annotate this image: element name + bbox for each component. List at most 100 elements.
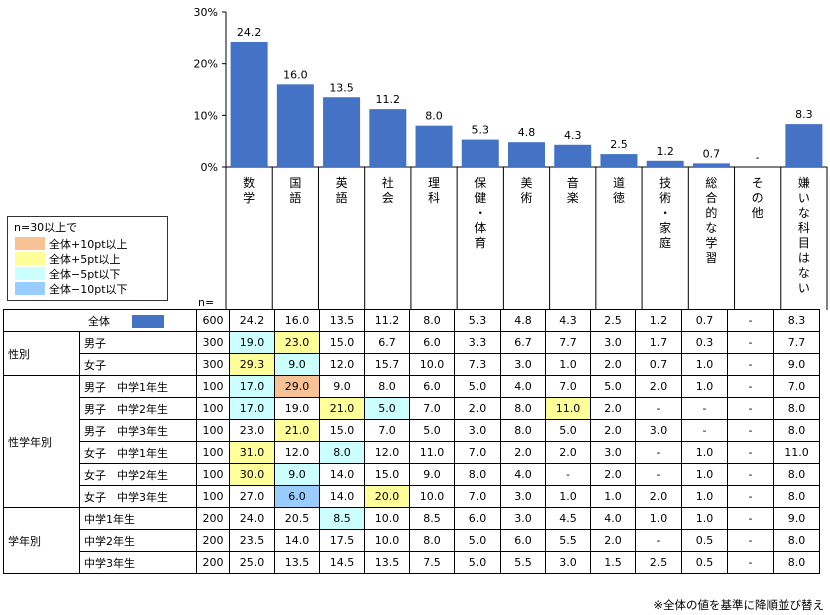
n-cell: 600 (196, 309, 230, 332)
table-cell: 8.0 (409, 529, 455, 552)
table-cell: 4.0 (500, 375, 546, 398)
table-cell: 24.2 (229, 309, 275, 332)
table-cell: 3.0 (635, 419, 682, 442)
row-label: 女子 (79, 353, 197, 376)
table-cell: 2.5 (635, 551, 682, 574)
table-row: 男子 中学3年生 100 23.0 21.0 15.0 7.0 5.0 3.0 8.0 5.0 2.… (4, 419, 820, 442)
table-cell: 16.0 (274, 309, 320, 332)
table-cell: 15.0 (319, 331, 365, 354)
table-cell: 11.0 (545, 397, 591, 420)
table-row: 学年別 中学1年生 200 24.0 20.5 8.5 10.0 8.5 6.0 3.0 4.5 4.… (3, 507, 820, 574)
table-cell: - (727, 463, 774, 486)
data-label: 11.2 (376, 93, 401, 106)
row-label: 男子 (79, 331, 197, 354)
category-label: その他 (752, 176, 764, 220)
table-cell: 5.0 (409, 419, 455, 442)
table-cell: 1.0 (545, 485, 591, 508)
table-cell: - (727, 397, 774, 420)
table-cell: 0.5 (681, 551, 728, 574)
table-cell: 1.2 (635, 309, 682, 332)
row-label: 全体 (3, 309, 197, 332)
table-row: 中学2年生 200 23.5 14.0 17.5 10.0 8.0 5.0 6.0 5.5 2.0-… (4, 529, 820, 552)
table-row: 女子 中学1年生 100 31.0 12.0 8.0 12.0 11.0 7.0 2.0 2.0 3… (4, 441, 820, 464)
legend: n=30以上で 全体+10pt以上 全体+5pt以上 全体−5pt以下 全体−1… (7, 216, 168, 301)
table-cell: 8.0 (773, 419, 820, 442)
table-cell: 2.5 (590, 309, 636, 332)
table-cell: 6.0 (409, 331, 455, 354)
table-cell: 8.0 (773, 485, 820, 508)
data-label: 1.2 (656, 145, 674, 158)
table-cell: 7.0 (545, 375, 591, 398)
table-cell: 7.0 (409, 397, 455, 420)
table-cell: 8.0 (500, 397, 546, 420)
table-cell: 5.0 (454, 375, 501, 398)
table-cell: 1.0 (681, 375, 728, 398)
data-label: 4.3 (564, 129, 582, 142)
row-label: 女子 中学1年生 (79, 441, 197, 464)
table-cell: 5.5 (545, 529, 591, 552)
table-cell: 3.0 (590, 441, 636, 464)
table-cell: 1.0 (635, 507, 682, 530)
table-cell: 4.3 (545, 309, 591, 332)
table-cell: - (635, 529, 682, 552)
table-cell: 8.0 (409, 309, 455, 332)
table-cell: - (545, 463, 591, 486)
table-cell: 5.0 (545, 419, 591, 442)
table-cell: 6.7 (364, 331, 410, 354)
category-label: 道徳 (613, 176, 625, 205)
table-cell: - (727, 441, 774, 464)
table-cell: 4.0 (590, 507, 636, 530)
table-cell: 8.0 (773, 529, 820, 552)
legend-label: 全体−10pt以下 (49, 283, 128, 296)
table-row: 女子 中学3年生 100 27.0 6.0 14.0 20.0 10.0 7.0 3.0 1.0 1… (4, 485, 820, 508)
row-label: 女子 中学2年生 (79, 463, 197, 486)
group-label: 性学年別 (3, 375, 80, 508)
table-cell: 9.0 (773, 353, 820, 376)
table-cell: 25.0 (229, 551, 275, 574)
table-cell: 30.0 (229, 463, 275, 486)
data-table: 全体 600 24.2 16.0 13.5 11.2 8.0 5.3 4.8 4.3 2.5 1.2 0… (3, 309, 820, 574)
table-cell: 19.0 (229, 331, 275, 354)
table-cell: 9.0 (409, 463, 455, 486)
table-cell: 1.0 (681, 485, 728, 508)
table-cell: 2.0 (545, 441, 591, 464)
table-cell: 0.7 (681, 309, 728, 332)
category-label: 数学 (243, 175, 255, 205)
table-cell: 5.5 (500, 551, 546, 574)
table-cell: 8.0 (319, 441, 365, 464)
n-cell: 100 (196, 485, 230, 508)
row-label: 男子 中学2年生 (79, 397, 197, 420)
legend-label: 全体−5pt以下 (49, 268, 121, 281)
table-cell: - (727, 353, 774, 376)
table-cell: - (727, 309, 774, 332)
table-cell: - (727, 331, 774, 354)
table-cell: 10.0 (364, 507, 410, 530)
bar (415, 125, 453, 167)
table-cell: 7.0 (454, 485, 501, 508)
n-cell: 100 (196, 419, 230, 442)
table-cell: 8.3 (773, 309, 820, 332)
table-row: 女子 300 29.3 9.0 12.0 15.7 10.0 7.3 3.0 1.0 2.0 0.7 1… (4, 353, 820, 376)
table-row: 女子 中学2年生 100 30.0 9.0 14.0 15.0 9.0 8.0 4.0-2.0-… (4, 463, 820, 486)
table-cell: 8.5 (319, 507, 365, 530)
n-cell: 300 (196, 331, 230, 354)
table-cell: 3.0 (500, 353, 546, 376)
bar (323, 97, 361, 167)
n-cell: 100 (196, 463, 230, 486)
n-cell: 100 (196, 397, 230, 420)
legend-swatch (15, 267, 45, 280)
table-cell: 19.0 (274, 397, 320, 420)
table-cell: 29.0 (274, 375, 320, 398)
bar (276, 84, 314, 167)
table-row: 全体 600 24.2 16.0 13.5 11.2 8.0 5.3 4.8 4.3 2.5 1.2 0… (3, 309, 820, 332)
category-label: 嫌いな科目はない (798, 176, 810, 295)
table-cell: - (727, 507, 774, 530)
table-cell: 3.0 (590, 331, 636, 354)
row-label: 女子 中学3年生 (79, 485, 197, 508)
bar (646, 160, 684, 167)
category-label: 美術 (520, 176, 532, 205)
row-label: 男子 中学1年生 (79, 375, 197, 398)
table-cell: 20.5 (274, 507, 320, 530)
table-cell: 3.0 (500, 507, 546, 530)
table-cell: 12.0 (364, 441, 410, 464)
